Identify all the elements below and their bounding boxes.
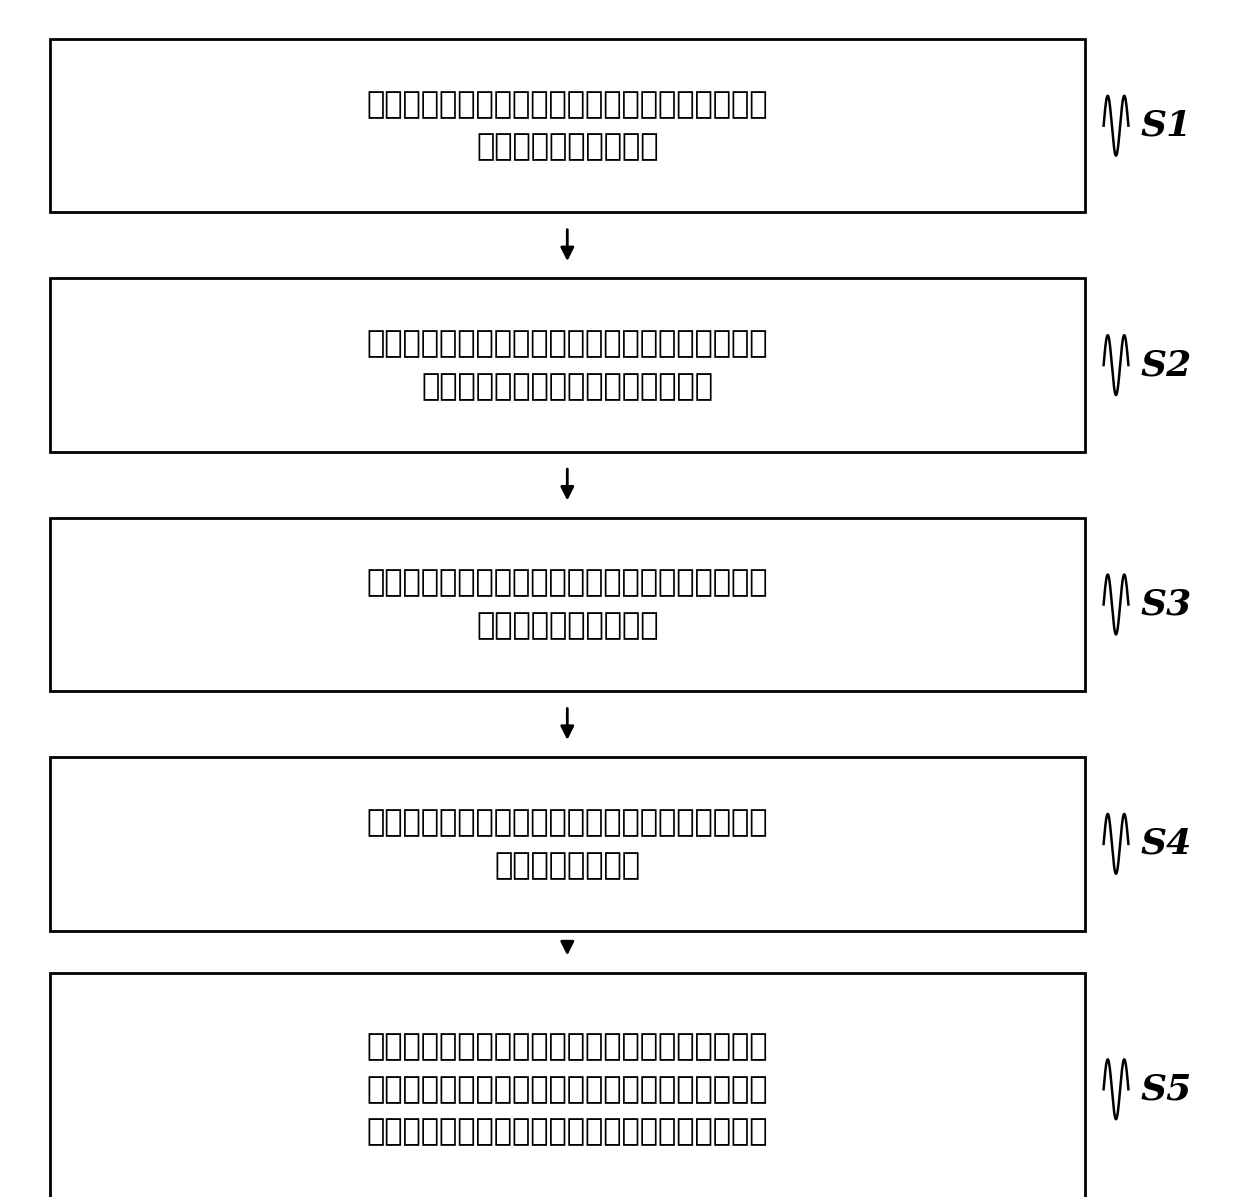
Text: S1: S1 (1141, 109, 1192, 142)
Text: S2: S2 (1141, 348, 1192, 382)
Bar (50, 972, 1085, 1197)
Bar (50, 517, 1085, 692)
Text: 将所有待存储时序数据存储于文件中，所述文件包
括第一部分和第二部分: 将所有待存储时序数据存储于文件中，所述文件包 括第一部分和第二部分 (367, 90, 768, 162)
Bar (50, 38, 1085, 213)
Text: 将所述第一部分划分为若干个行组，每一行组包括
若干个待存储时序数据: 将所述第一部分划分为若干个行组，每一行组包括 若干个待存储时序数据 (367, 569, 768, 640)
Bar (50, 279, 1085, 452)
Text: 将每一行组划分为若干个列组，每一列组包括若干
个待存储时序数据: 将每一行组划分为若干个列组，每一列组包括若干 个待存储时序数据 (367, 808, 768, 880)
Text: S3: S3 (1141, 588, 1192, 621)
Text: S4: S4 (1141, 827, 1192, 861)
Text: 将所有行组的个数、每一行组在文件的偏移量、每
一行组中所有列组的个数、每一时序数据的属性值
和每一列组在所述文件的偏移量作为所述第二部分: 将所有行组的个数、每一行组在文件的偏移量、每 一行组中所有列组的个数、每一时序数… (367, 1032, 768, 1147)
Text: S5: S5 (1141, 1073, 1192, 1106)
Text: 将每一待存储时序数据的获取时间和每一待存储时
序数据的数据值存储于所述第一部分: 将每一待存储时序数据的获取时间和每一待存储时 序数据的数据值存储于所述第一部分 (367, 329, 768, 401)
Bar (50, 758, 1085, 931)
